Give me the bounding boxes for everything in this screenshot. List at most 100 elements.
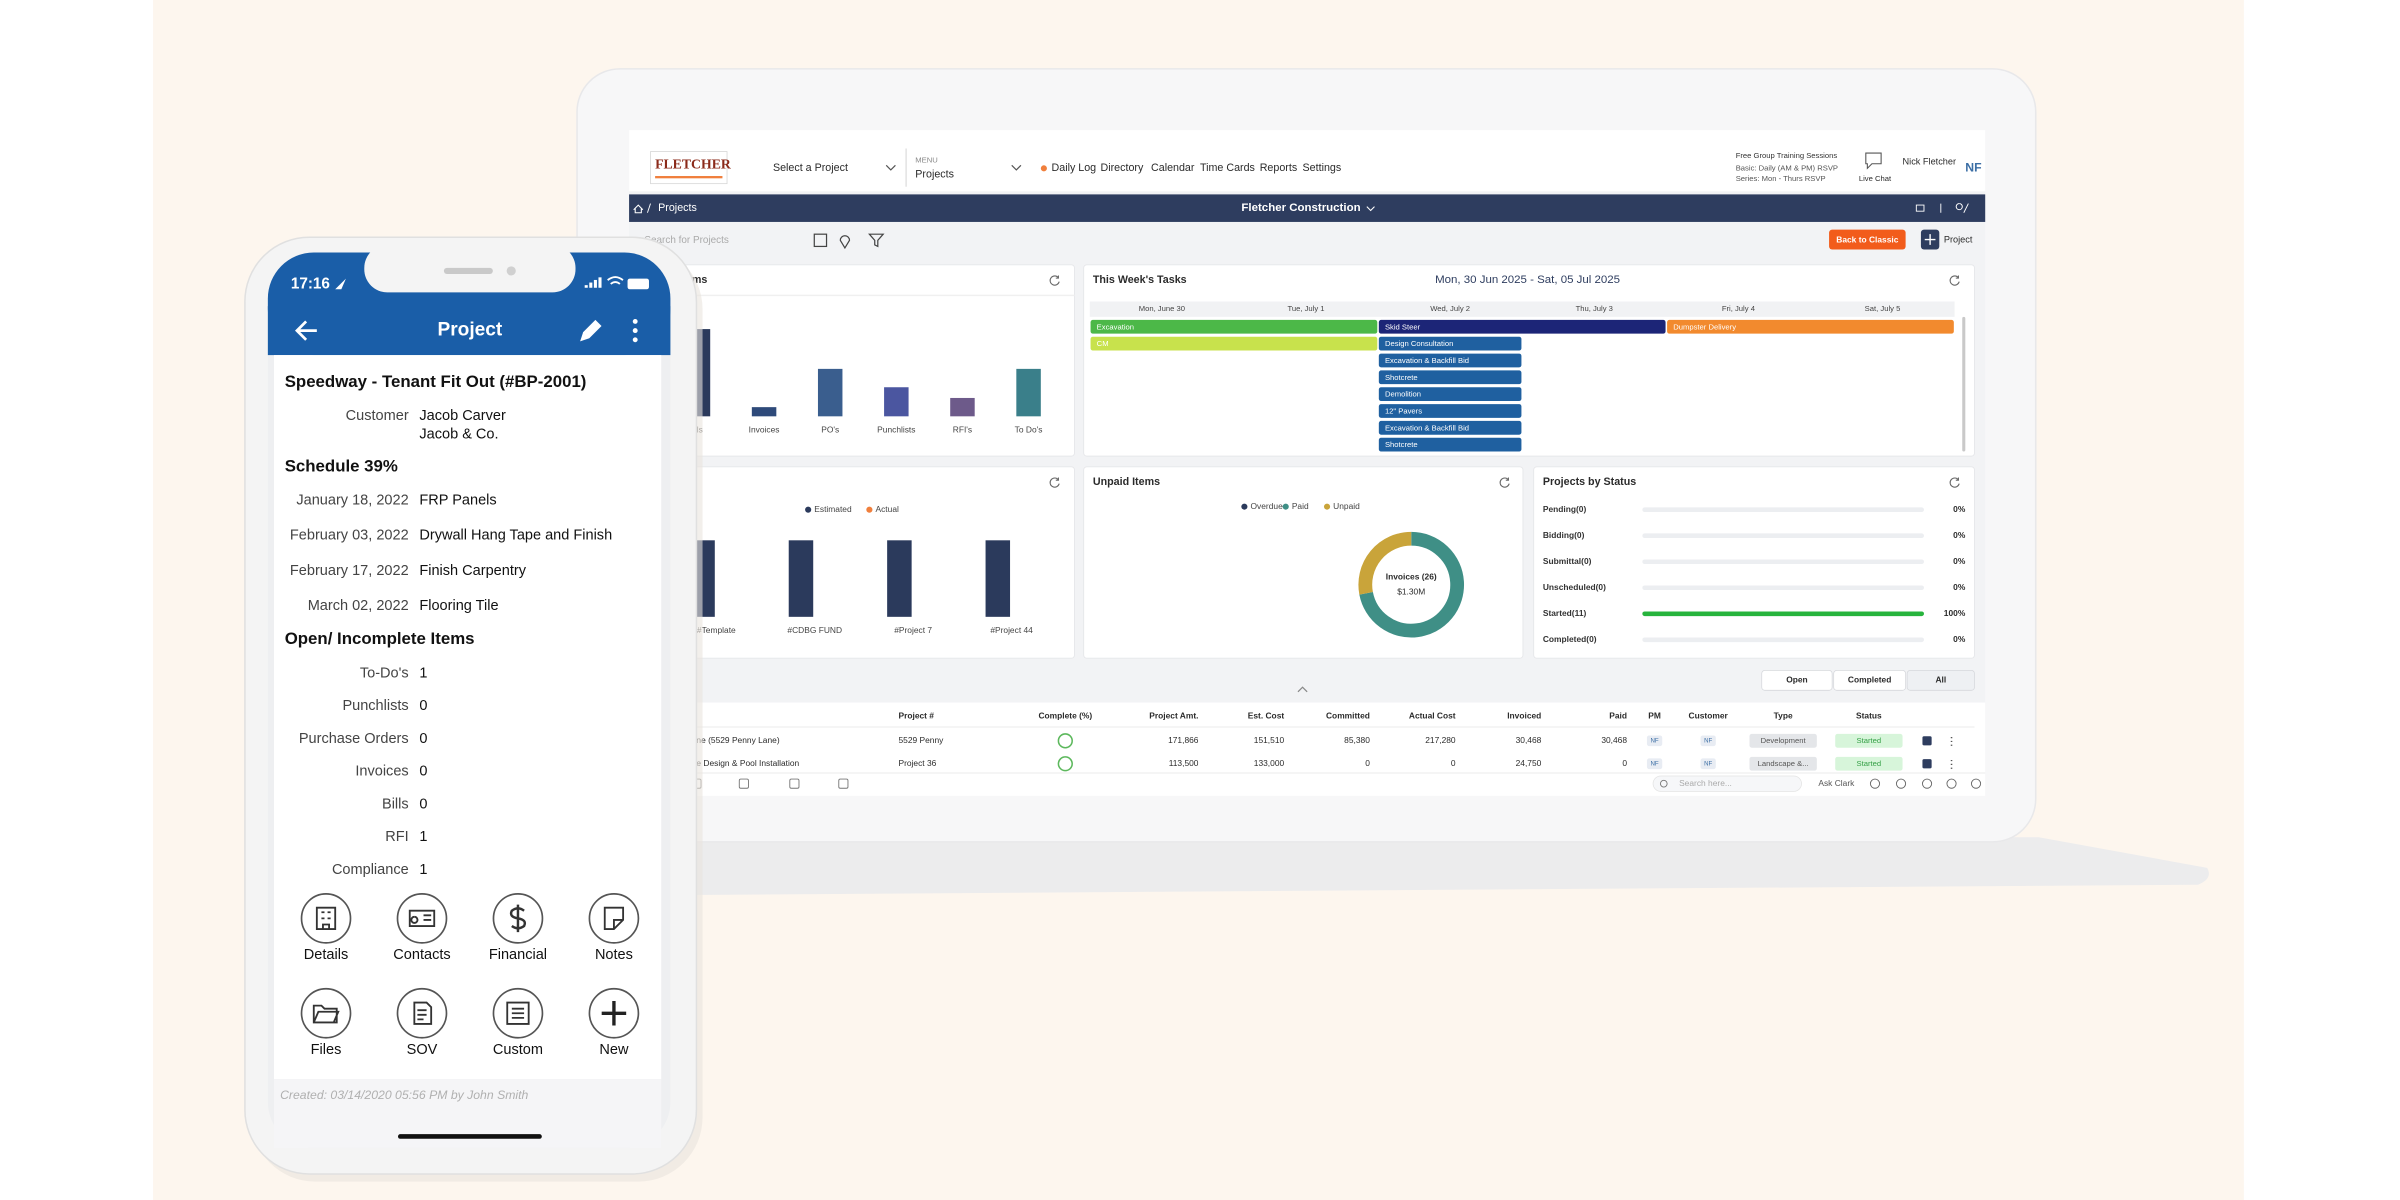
separator bbox=[647, 203, 651, 213]
new-project[interactable]: Project bbox=[1944, 235, 1973, 245]
action-button[interactable] bbox=[588, 893, 640, 944]
nav-link[interactable]: Settings bbox=[1303, 162, 1342, 174]
action-label[interactable]: Notes bbox=[595, 947, 633, 963]
cell: 30,468 bbox=[1601, 735, 1627, 745]
icon-custom bbox=[506, 1001, 530, 1025]
status-pill bbox=[1835, 733, 1903, 748]
cell: 133,000 bbox=[1254, 758, 1285, 768]
nav-link[interactable]: Time Cards bbox=[1200, 162, 1255, 174]
item-count: 0 bbox=[419, 764, 427, 780]
created-note: Created: 03/14/2020 05:56 PM by John Smi… bbox=[280, 1088, 528, 1102]
item-label: Compliance bbox=[332, 862, 409, 878]
nav-link[interactable]: Calendar bbox=[1151, 162, 1195, 174]
schedule-task: FRP Panels bbox=[419, 492, 496, 508]
action-label[interactable]: Custom bbox=[493, 1042, 543, 1058]
action-button[interactable] bbox=[396, 893, 448, 944]
cell: 0 bbox=[1622, 758, 1627, 768]
column-header: Paid bbox=[1609, 711, 1627, 721]
user-initials: NF bbox=[1965, 161, 1982, 175]
type: Development bbox=[1761, 736, 1807, 745]
screen bbox=[629, 130, 1986, 796]
icon-financial bbox=[509, 904, 527, 933]
action-label[interactable]: SOV bbox=[407, 1042, 438, 1058]
legend-marker bbox=[866, 506, 873, 513]
task-bar bbox=[1378, 404, 1522, 418]
action-label[interactable]: New bbox=[599, 1042, 629, 1058]
cell: 0 bbox=[1451, 758, 1456, 768]
filter-label[interactable]: Open bbox=[1786, 675, 1807, 685]
edit-icon[interactable] bbox=[580, 319, 602, 342]
filter-label[interactable]: All bbox=[1935, 675, 1946, 685]
item-count: 1 bbox=[419, 862, 427, 878]
panel-title: Unpaid Items bbox=[1093, 476, 1160, 488]
initials-badge bbox=[1700, 758, 1716, 770]
cell: 30,468 bbox=[1516, 735, 1542, 745]
live-chat[interactable]: Live Chat bbox=[1859, 174, 1892, 183]
initials-badge bbox=[1700, 735, 1716, 747]
nav-link[interactable]: Daily Log bbox=[1052, 162, 1097, 174]
speaker bbox=[443, 267, 493, 274]
legend-label: Unpaid bbox=[1333, 501, 1360, 511]
action-button[interactable] bbox=[396, 987, 448, 1039]
status-label: Pending(0) bbox=[1543, 504, 1587, 514]
project-name[interactable]: ne (5529 Penny Lane) bbox=[696, 735, 779, 745]
column-header: Invoiced bbox=[1507, 711, 1541, 721]
action-label[interactable]: Files bbox=[311, 1042, 342, 1058]
item-label: To-Do's bbox=[360, 665, 409, 681]
content bbox=[273, 355, 662, 1080]
filter-label[interactable]: Completed bbox=[1848, 675, 1891, 685]
nav-link[interactable]: Reports bbox=[1260, 162, 1297, 174]
panel-title: ms bbox=[692, 274, 708, 286]
task-bar bbox=[1378, 420, 1522, 435]
item-count: 0 bbox=[419, 796, 427, 812]
refresh-icon bbox=[1949, 477, 1960, 488]
task-label: Dumpster Delivery bbox=[1673, 322, 1736, 331]
task-label: Demolition bbox=[1385, 390, 1421, 399]
progress-ring bbox=[1057, 733, 1073, 749]
item-count: 0 bbox=[419, 731, 427, 747]
nav-link[interactable]: Directory bbox=[1101, 162, 1144, 174]
search[interactable]: Search here... bbox=[1679, 778, 1732, 788]
filter-button[interactable] bbox=[1761, 670, 1833, 691]
action-label[interactable]: Financial bbox=[489, 947, 547, 963]
item-label: Purchase Orders bbox=[299, 731, 409, 747]
day-label: Fri, July 4 bbox=[1722, 304, 1756, 313]
column-header: Est. Cost bbox=[1248, 711, 1285, 721]
status-pill bbox=[1835, 756, 1903, 771]
action-button[interactable] bbox=[300, 987, 352, 1039]
task-bar bbox=[1378, 370, 1522, 385]
day-label: Sat, July 5 bbox=[1865, 304, 1901, 313]
company[interactable]: Fletcher Construction bbox=[1241, 202, 1360, 214]
back-to-classic[interactable]: Back to Classic bbox=[1836, 235, 1898, 245]
project-select[interactable]: Select a Project bbox=[773, 162, 848, 174]
search-box[interactable] bbox=[1652, 775, 1802, 792]
filter-button[interactable] bbox=[1833, 670, 1906, 691]
donut-segment bbox=[1359, 531, 1465, 638]
status-label: Submittal(0) bbox=[1543, 556, 1592, 566]
filter-button[interactable] bbox=[1906, 670, 1975, 691]
back-to-classic-button[interactable] bbox=[1829, 229, 1906, 250]
menu-value[interactable]: Projects bbox=[915, 168, 954, 180]
cell: 217,280 bbox=[1425, 735, 1456, 745]
status-value: 0% bbox=[1953, 530, 1966, 540]
status: Started bbox=[1857, 759, 1882, 768]
action-label[interactable]: Contacts bbox=[393, 947, 450, 963]
cell: 151,510 bbox=[1254, 735, 1285, 745]
initials: NF bbox=[1704, 737, 1712, 744]
column-header: Complete (%) bbox=[1038, 711, 1092, 721]
user-name: Nick Fletcher bbox=[1903, 157, 1957, 167]
logo-box bbox=[650, 151, 728, 185]
assistant[interactable]: Ask Clark bbox=[1818, 778, 1855, 788]
schedule-task: Finish Carpentry bbox=[419, 563, 526, 579]
status-label: Completed(0) bbox=[1543, 634, 1597, 644]
search-placeholder[interactable]: Search for Projects bbox=[644, 235, 729, 246]
icon-sov bbox=[413, 1001, 433, 1025]
action-button[interactable] bbox=[300, 893, 352, 944]
bar bbox=[884, 387, 909, 417]
x-tick-label: To Do's bbox=[1015, 424, 1043, 434]
status-track bbox=[1642, 507, 1924, 512]
project-name[interactable]: e Design & Pool Installation bbox=[696, 758, 799, 768]
breadcrumb[interactable]: Projects bbox=[658, 202, 697, 214]
action-label[interactable]: Details bbox=[304, 947, 348, 963]
